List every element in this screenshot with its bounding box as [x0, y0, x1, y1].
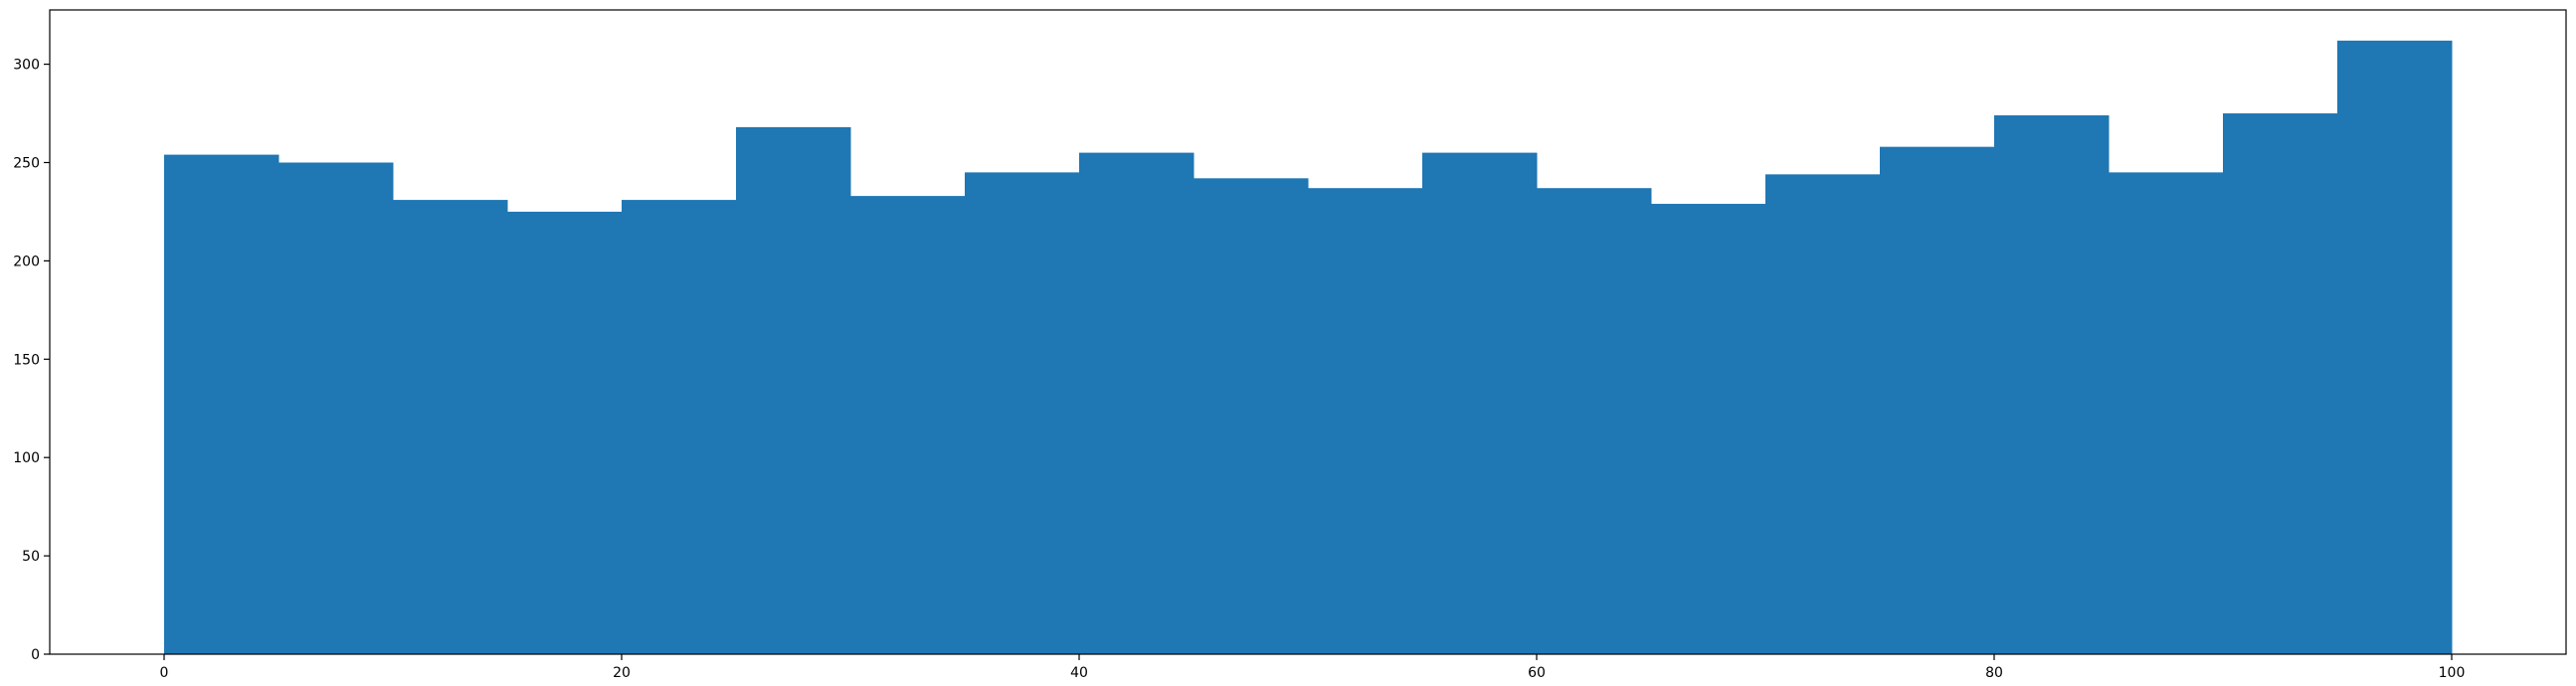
histogram-bar: [1994, 115, 2110, 655]
x-tick-label: 100: [2439, 665, 2466, 681]
histogram-bar: [965, 172, 1080, 654]
y-tick-label: 200: [13, 254, 40, 269]
x-tick-label: 40: [1070, 665, 1088, 681]
histogram-bar: [1194, 178, 1309, 655]
y-tick-label: 250: [13, 155, 40, 171]
histogram-bar: [736, 126, 851, 654]
x-tick-label: 80: [1985, 665, 2003, 681]
y-axis: 0 50 100 150 200 250 300: [13, 58, 50, 663]
x-axis: 0 20 40 60 80 100: [160, 654, 2466, 681]
x-tick-label: 20: [613, 665, 631, 681]
histogram-bar: [2337, 40, 2453, 655]
y-tick-label: 0: [31, 647, 40, 663]
histogram-bar: [1765, 174, 1881, 654]
histogram-bar: [2109, 172, 2224, 654]
plot-frame: [49, 9, 2567, 655]
histogram-bar: [1308, 188, 1423, 654]
y-tick-label: 50: [22, 549, 40, 565]
histogram-bar: [1651, 204, 1766, 655]
histogram-bar: [164, 154, 279, 655]
histogram-bar: [2223, 113, 2338, 655]
histogram-bar: [1422, 152, 1538, 654]
histogram-bar: [393, 200, 508, 655]
histogram-bar: [278, 162, 394, 654]
y-tick-label: 150: [13, 352, 40, 368]
histogram-bar: [507, 211, 623, 654]
x-tick-label: 0: [160, 665, 169, 681]
bars-group: [164, 40, 2453, 655]
histogram-bar: [1537, 188, 1652, 654]
histogram-bar: [850, 196, 966, 654]
x-tick-label: 60: [1528, 665, 1546, 681]
histogram-bar: [622, 200, 737, 655]
histogram-bar: [1880, 146, 1995, 654]
y-tick-label: 300: [13, 58, 40, 74]
y-tick-label: 100: [13, 450, 40, 466]
histogram-bar: [1079, 152, 1195, 654]
